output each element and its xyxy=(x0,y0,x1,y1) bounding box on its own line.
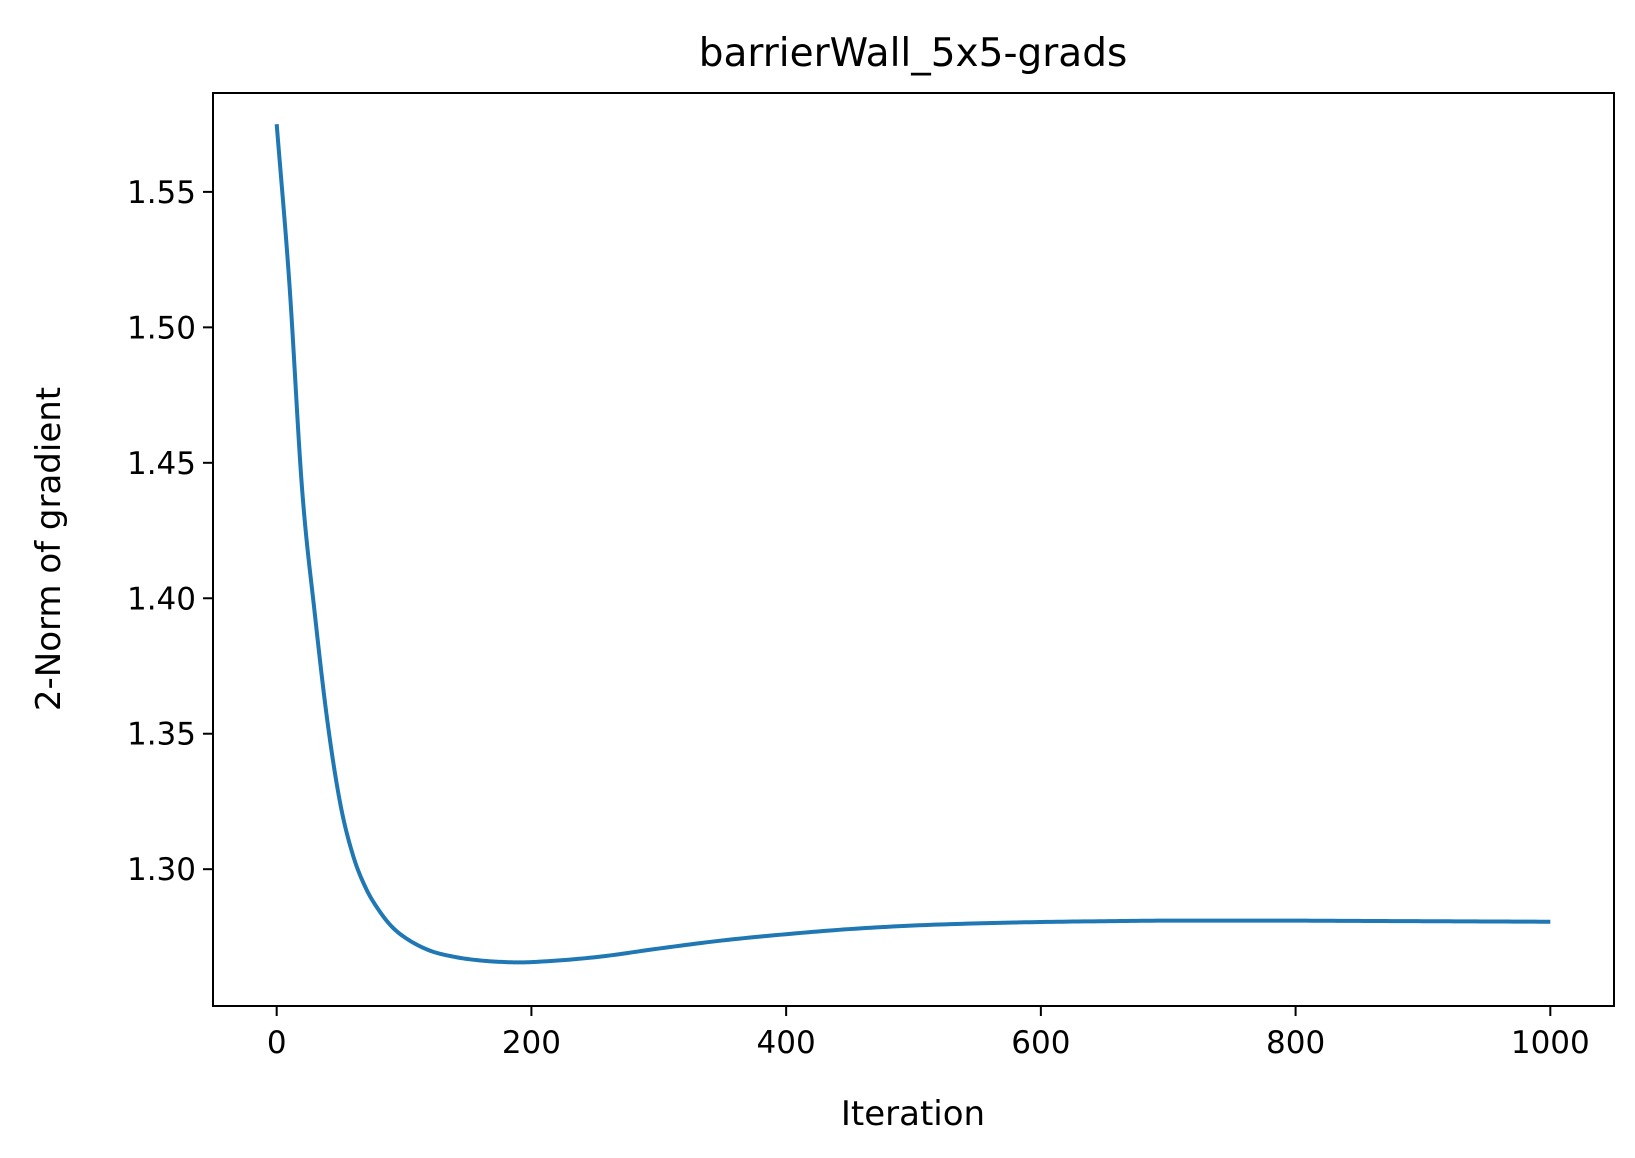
x-tick-label: 1000 xyxy=(1511,1025,1590,1061)
x-axis: 0 200 400 600 800 1000 xyxy=(267,1006,1590,1061)
y-tick-label: 1.50 xyxy=(127,310,196,346)
y-tick-label: 1.55 xyxy=(127,175,196,211)
y-tick-label: 1.45 xyxy=(127,446,196,482)
series-line xyxy=(274,123,1551,965)
y-axis-label: 2-Norm of gradient xyxy=(29,387,69,711)
plot-frame xyxy=(212,92,1615,1007)
x-tick-label: 0 xyxy=(267,1025,287,1061)
x-tick-label: 200 xyxy=(502,1025,561,1061)
x-tick-label: 400 xyxy=(757,1025,816,1061)
x-tick-label: 600 xyxy=(1011,1025,1070,1061)
plot-area xyxy=(212,92,1615,1007)
y-tick-label: 1.40 xyxy=(127,581,196,617)
y-tick-label: 1.30 xyxy=(127,852,196,888)
x-tick-label: 800 xyxy=(1266,1025,1325,1061)
y-tick-label: 1.35 xyxy=(127,717,196,753)
x-axis-label: Iteration xyxy=(841,1094,985,1134)
y-axis: 1.30 1.35 1.40 1.45 1.50 1.55 xyxy=(127,175,213,888)
chart-title: barrierWall_5x5-grads xyxy=(699,31,1128,76)
